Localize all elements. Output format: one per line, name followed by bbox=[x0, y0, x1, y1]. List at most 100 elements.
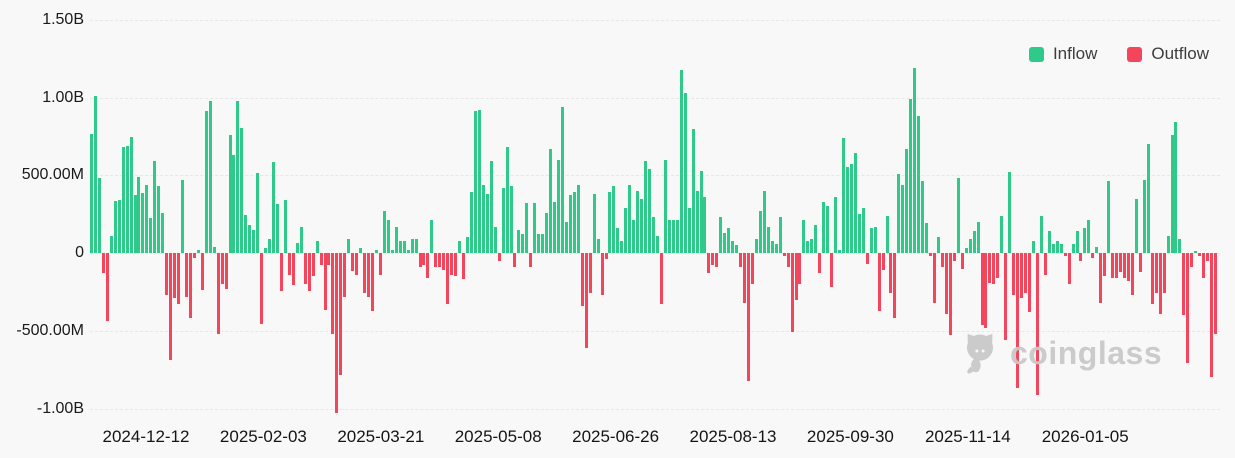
outflow-bar[interactable] bbox=[581, 253, 584, 306]
outflow-bar[interactable] bbox=[327, 253, 330, 265]
inflow-bar[interactable] bbox=[905, 148, 908, 253]
inflow-bar[interactable] bbox=[862, 207, 865, 253]
outflow-bar[interactable] bbox=[1155, 253, 1158, 294]
inflow-bar[interactable] bbox=[802, 220, 805, 253]
inflow-bar[interactable] bbox=[272, 161, 275, 253]
inflow-bar[interactable] bbox=[153, 161, 156, 253]
outflow-bar[interactable] bbox=[933, 253, 936, 303]
inflow-bar[interactable] bbox=[490, 161, 493, 253]
inflow-bar[interactable] bbox=[684, 92, 687, 253]
inflow-bar[interactable] bbox=[719, 217, 722, 253]
inflow-bar[interactable] bbox=[703, 197, 706, 253]
inflow-bar[interactable] bbox=[759, 211, 762, 253]
outflow-bar[interactable] bbox=[1123, 253, 1126, 278]
outflow-bar[interactable] bbox=[711, 253, 714, 266]
inflow-bar[interactable] bbox=[846, 167, 849, 253]
outflow-bar[interactable] bbox=[498, 253, 501, 261]
inflow-bar[interactable] bbox=[213, 246, 216, 253]
inflow-bar[interactable] bbox=[632, 220, 635, 253]
inflow-bar[interactable] bbox=[525, 203, 528, 253]
outflow-bar[interactable] bbox=[106, 253, 109, 322]
inflow-bar[interactable] bbox=[909, 99, 912, 253]
outflow-bar[interactable] bbox=[787, 253, 790, 267]
inflow-bar[interactable] bbox=[1056, 240, 1059, 253]
inflow-bar[interactable] bbox=[296, 243, 299, 253]
inflow-bar[interactable] bbox=[411, 239, 414, 253]
inflow-bar[interactable] bbox=[577, 184, 580, 253]
inflow-bar[interactable] bbox=[688, 207, 691, 253]
outflow-bar[interactable] bbox=[201, 253, 204, 291]
outflow-bar[interactable] bbox=[312, 253, 315, 277]
inflow-bar[interactable] bbox=[977, 221, 980, 253]
outflow-bar[interactable] bbox=[343, 253, 346, 298]
inflow-bar[interactable] bbox=[913, 67, 916, 253]
inflow-bar[interactable] bbox=[114, 201, 117, 253]
inflow-bar[interactable] bbox=[917, 116, 920, 253]
inflow-bar[interactable] bbox=[1072, 243, 1075, 253]
inflow-bar[interactable] bbox=[1052, 243, 1055, 253]
inflow-bar[interactable] bbox=[407, 249, 410, 253]
outflow-bar[interactable] bbox=[165, 253, 168, 295]
outflow-bar[interactable] bbox=[320, 253, 323, 266]
outflow-bar[interactable] bbox=[1186, 253, 1189, 364]
inflow-bar[interactable] bbox=[126, 145, 129, 253]
outflow-bar[interactable] bbox=[961, 253, 964, 269]
outflow-bar[interactable] bbox=[1190, 253, 1193, 267]
inflow-bar[interactable] bbox=[640, 198, 643, 253]
outflow-bar[interactable] bbox=[335, 253, 338, 414]
outflow-bar[interactable] bbox=[450, 253, 453, 275]
inflow-bar[interactable] bbox=[359, 248, 362, 253]
inflow-bar[interactable] bbox=[925, 223, 928, 253]
outflow-bar[interactable] bbox=[339, 253, 342, 375]
outflow-bar[interactable] bbox=[1131, 253, 1134, 295]
inflow-bar[interactable] bbox=[897, 173, 900, 253]
outflow-bar[interactable] bbox=[331, 253, 334, 334]
inflow-bar[interactable] bbox=[608, 192, 611, 253]
inflow-bar[interactable] bbox=[767, 226, 770, 253]
inflow-bar[interactable] bbox=[858, 214, 861, 253]
inflow-bar[interactable] bbox=[1174, 122, 1177, 253]
inflow-bar[interactable] bbox=[553, 201, 556, 253]
inflow-bar[interactable] bbox=[1107, 181, 1110, 253]
inflow-bar[interactable] bbox=[399, 240, 402, 253]
outflow-bar[interactable] bbox=[363, 253, 366, 293]
outflow-bar[interactable] bbox=[1016, 253, 1019, 389]
outflow-bar[interactable] bbox=[1036, 253, 1039, 395]
inflow-bar[interactable] bbox=[755, 239, 758, 253]
outflow-bar[interactable] bbox=[866, 253, 869, 264]
inflow-bar[interactable] bbox=[731, 240, 734, 253]
outflow-bar[interactable] bbox=[949, 253, 952, 336]
inflow-bar[interactable] bbox=[957, 178, 960, 253]
inflow-bar[interactable] bbox=[110, 236, 113, 253]
inflow-bar[interactable] bbox=[145, 184, 148, 253]
inflow-bar[interactable] bbox=[137, 177, 140, 253]
inflow-bar[interactable] bbox=[644, 161, 647, 253]
inflow-bar[interactable] bbox=[1171, 134, 1174, 253]
outflow-bar[interactable] bbox=[193, 253, 196, 258]
inflow-bar[interactable] bbox=[874, 226, 877, 253]
inflow-bar[interactable] bbox=[1000, 215, 1003, 253]
inflow-bar[interactable] bbox=[680, 69, 683, 253]
inflow-bar[interactable] bbox=[735, 245, 738, 253]
outflow-bar[interactable] bbox=[798, 253, 801, 285]
inflow-bar[interactable] bbox=[771, 240, 774, 253]
inflow-bar[interactable] bbox=[854, 153, 857, 253]
inflow-bar[interactable] bbox=[236, 100, 239, 253]
inflow-bar[interactable] bbox=[826, 206, 829, 253]
inflow-bar[interactable] bbox=[252, 229, 255, 253]
inflow-bar[interactable] bbox=[723, 232, 726, 253]
inflow-bar[interactable] bbox=[549, 148, 552, 253]
outflow-bar[interactable] bbox=[225, 253, 228, 289]
outflow-bar[interactable] bbox=[177, 253, 180, 305]
outflow-bar[interactable] bbox=[1127, 253, 1130, 281]
inflow-bar[interactable] bbox=[533, 203, 536, 253]
legend-item-inflow[interactable]: Inflow bbox=[1028, 44, 1097, 64]
outflow-bar[interactable] bbox=[1151, 253, 1154, 305]
inflow-bar[interactable] bbox=[806, 240, 809, 253]
outflow-bar[interactable] bbox=[288, 253, 291, 275]
outflow-bar[interactable] bbox=[1024, 253, 1027, 294]
outflow-bar[interactable] bbox=[893, 253, 896, 319]
outflow-bar[interactable] bbox=[585, 253, 588, 348]
outflow-bar[interactable] bbox=[882, 253, 885, 271]
inflow-bar[interactable] bbox=[474, 111, 477, 253]
